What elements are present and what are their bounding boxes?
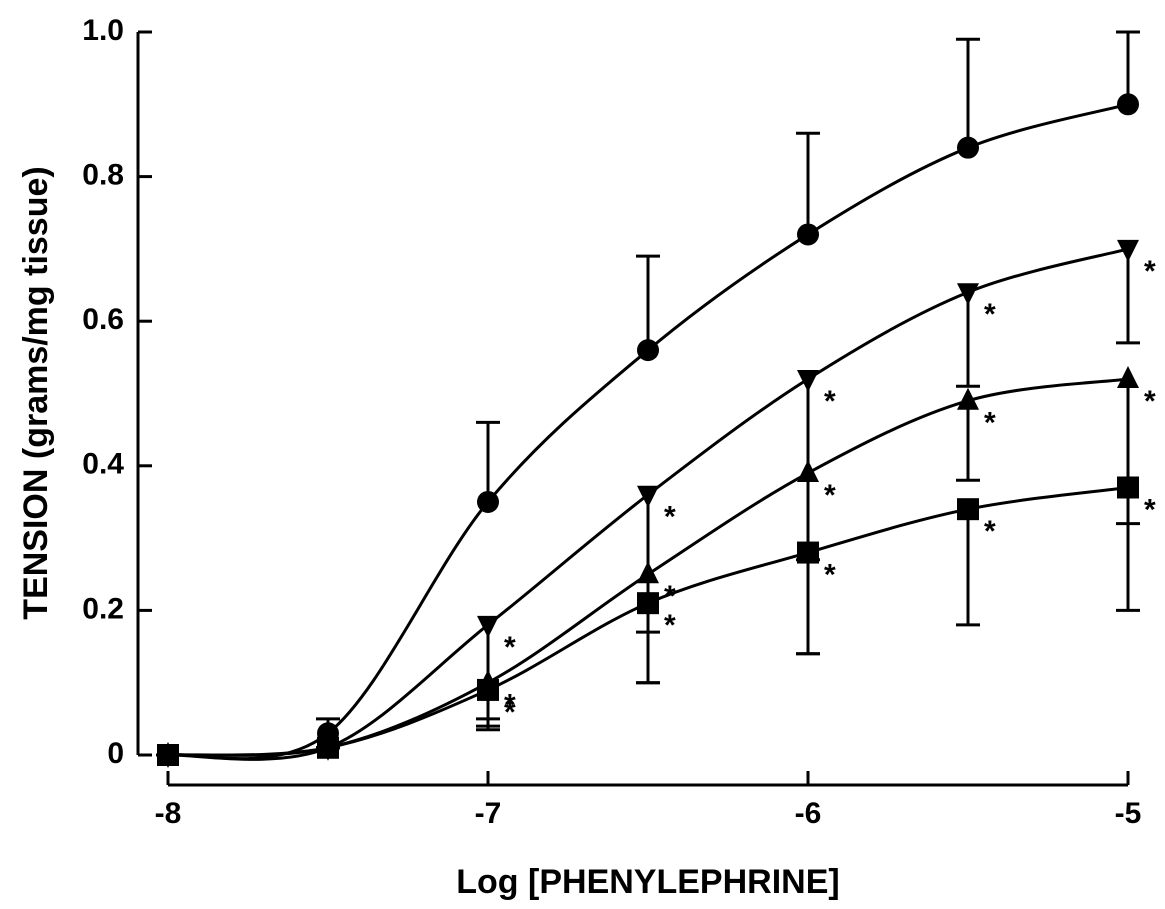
marker bbox=[797, 223, 819, 246]
marker bbox=[1117, 239, 1139, 262]
marker bbox=[637, 592, 659, 615]
marker bbox=[797, 541, 819, 564]
y-tick-label: 0.4 bbox=[82, 448, 124, 481]
y-axis-label: TENSION (grams/mg tissue) bbox=[17, 166, 55, 619]
annotation: * bbox=[1144, 255, 1156, 288]
marker bbox=[797, 370, 819, 393]
annotation: * bbox=[984, 515, 996, 548]
x-tick-label: -5 bbox=[1115, 797, 1142, 830]
annotation: * bbox=[1144, 385, 1156, 418]
annotation: * bbox=[664, 501, 676, 534]
marker bbox=[957, 498, 979, 521]
annotation: * bbox=[504, 631, 516, 664]
marker bbox=[1117, 476, 1139, 499]
x-tick-label: -7 bbox=[475, 797, 502, 830]
annotation: * bbox=[664, 580, 676, 613]
x-tick-label: -8 bbox=[155, 797, 182, 830]
marker bbox=[797, 460, 819, 483]
y-tick-label: 0.2 bbox=[82, 592, 124, 625]
annotation: * bbox=[664, 609, 676, 642]
marker bbox=[957, 387, 979, 410]
y-tick-label: 0.6 bbox=[82, 303, 124, 336]
marker bbox=[477, 678, 499, 701]
annotation: * bbox=[824, 558, 836, 591]
marker bbox=[637, 339, 659, 362]
marker bbox=[477, 490, 499, 513]
y-tick-label: 0.8 bbox=[82, 159, 124, 192]
y-tick-label: 1.0 bbox=[82, 14, 124, 47]
marker bbox=[477, 615, 499, 638]
annotation: * bbox=[824, 479, 836, 512]
marker bbox=[1117, 93, 1139, 116]
annotation: * bbox=[504, 696, 516, 729]
marker bbox=[957, 136, 979, 159]
marker bbox=[1117, 366, 1139, 389]
marker bbox=[157, 744, 179, 766]
annotation: * bbox=[824, 385, 836, 418]
marker bbox=[637, 561, 659, 584]
x-tick-label: -6 bbox=[795, 797, 822, 830]
annotation: * bbox=[984, 407, 996, 440]
annotation: * bbox=[1144, 493, 1156, 526]
marker bbox=[957, 283, 979, 306]
annotation: * bbox=[504, 689, 516, 722]
y-tick-label: 0 bbox=[107, 737, 124, 770]
annotation: * bbox=[984, 298, 996, 331]
x-axis-label: Log [PHENYLEPHRINE] bbox=[456, 863, 839, 901]
marker bbox=[317, 736, 339, 759]
marker bbox=[637, 485, 659, 508]
